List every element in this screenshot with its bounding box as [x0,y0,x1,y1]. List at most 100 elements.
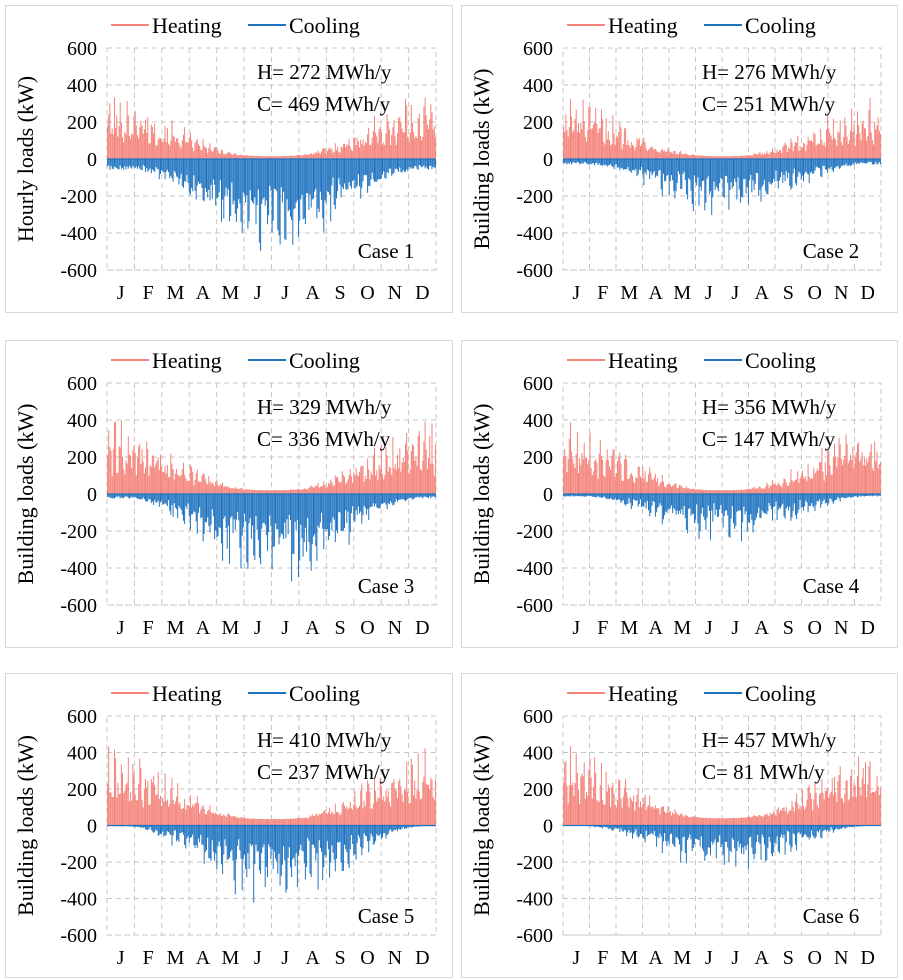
x-tick-label: J [281,282,289,304]
x-tick-label: A [755,282,770,304]
x-tick-label: N [834,282,848,304]
x-tick-label: M [221,282,239,304]
x-tick-label: F [143,617,154,639]
y-tick-label: 0 [87,816,97,838]
x-tick-label: J [572,617,580,639]
annotation-cooling-total: C= 469 MWh/y [257,92,391,116]
x-tick-label: M [167,282,185,304]
y-tick-label: 200 [67,112,97,134]
x-tick-label: A [649,282,664,304]
x-tick-label: J [572,947,580,969]
x-tick-label: M [673,947,691,969]
cooling-series-bars [563,159,881,215]
legend: Heating Cooling [567,13,816,38]
case-label: Case 2 [803,239,860,263]
case-label-bg [791,571,871,599]
legend: Heating Cooling [111,348,360,373]
heating-series-bars [107,420,436,494]
heating-series-bars [563,98,881,159]
x-tick-label: N [834,947,848,969]
annotation-heating-total: H= 410 MWh/y [257,728,392,752]
x-tick-label: J [731,282,739,304]
x-tick-label: J [254,617,262,639]
y-tick-label: 200 [523,447,553,469]
chart-panel-case-4: -600 -400 -200 0 200 400 600 J F M A M J J A S O N D Buildi… [461,340,898,648]
case-label-bg [346,901,426,929]
x-tick-label: S [783,947,794,969]
x-tick-label: O [808,282,822,304]
y-axis-label: Building loads (kW) [469,735,494,916]
y-tick-label: 200 [67,447,97,469]
x-tick-label: J [705,617,713,639]
x-tick-label: S [783,617,794,639]
y-tick-label: 200 [523,779,553,801]
y-tick-label: -400 [60,558,97,580]
x-tick-label: J [254,947,262,969]
case-label: Case 1 [358,239,415,263]
y-tick-label: -400 [516,889,553,911]
x-tick-label: A [196,617,211,639]
heating-series-bars [563,745,881,826]
x-tick-label: F [597,947,608,969]
annotation-cooling-total: C= 251 MWh/y [702,92,836,116]
chart-panel-case-5: -600 -400 -200 0 200 400 600 J F M A M J J A S O N D Buildi… [5,673,453,978]
x-tick-label: J [254,282,262,304]
x-tick-label: J [117,282,125,304]
legend: Heating Cooling [111,681,360,706]
chart-panel-case-6: -600 -400 -200 0 200 400 600 J F M A M J J A S O N D Buildi… [461,673,898,978]
annotation-cooling-total: C= 237 MWh/y [257,760,391,784]
x-tick-label: D [415,282,429,304]
y-tick-label: -600 [60,260,97,282]
x-tick-label: N [388,617,402,639]
case-label-bg [791,901,871,929]
x-tick-label: A [649,947,664,969]
x-tick-label: A [305,282,320,304]
y-axis-label: Hourly loads (kW) [13,76,38,242]
x-tick-label: M [221,947,239,969]
y-tick-label: -200 [60,852,97,874]
cooling-series-bars [563,494,881,542]
x-tick-label: A [305,617,320,639]
legend: Heating Cooling [567,348,816,373]
x-tick-label: J [731,947,739,969]
x-tick-label: J [705,947,713,969]
x-tick-label: D [415,617,429,639]
y-tick-label: -600 [60,595,97,617]
y-tick-label: 600 [523,38,553,60]
x-tick-label: D [415,947,429,969]
x-tick-label: A [305,947,320,969]
plot-area-border [106,715,437,936]
heating-series-bars [107,746,436,826]
x-tick-label: O [808,617,822,639]
x-tick-label: A [755,617,770,639]
y-tick-label: -200 [516,186,553,208]
heating-series-bars [563,422,881,494]
legend-heating-label: Heating [152,681,222,706]
x-tick-label: J [705,282,713,304]
legend-cooling-label: Cooling [745,13,816,38]
cooling-series-bars [107,159,436,251]
y-tick-label: -600 [516,260,553,282]
x-tick-label: A [649,617,664,639]
cooling-series-bars [107,494,436,582]
x-tick-label: M [167,947,185,969]
x-tick-label: F [143,282,154,304]
x-tick-label: M [673,617,691,639]
legend: Heating Cooling [567,681,816,706]
legend-heating-label: Heating [608,681,678,706]
x-tick-label: M [620,282,638,304]
y-tick-label: 400 [523,743,553,765]
x-tick-label: S [783,282,794,304]
x-tick-label: O [360,617,374,639]
y-tick-label: 0 [543,816,553,838]
x-tick-label: J [117,947,125,969]
x-tick-label: F [143,947,154,969]
legend-heating-label: Heating [152,13,222,38]
x-tick-label: J [117,617,125,639]
x-tick-label: D [861,947,875,969]
